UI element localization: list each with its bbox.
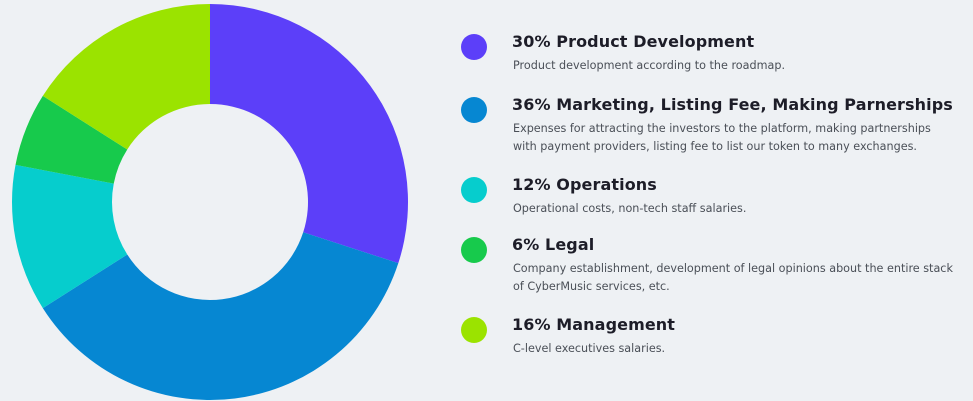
legend-desc-management: C-level executives salaries. [513, 342, 666, 355]
legend-dot-legal [461, 237, 487, 263]
legend-dot-management [461, 317, 487, 343]
legend-desc-product-development: Product development according to the roa… [513, 59, 786, 72]
legend-dot-operations [461, 177, 487, 203]
legend-title-marketing: 36% Marketing, Listing Fee, Making Parne… [512, 95, 953, 114]
legend-dot-product-development [461, 34, 487, 60]
slice-management [42, 4, 210, 150]
legend-desc-marketing: Expenses for attracting the investors to… [513, 122, 931, 153]
legend-title-legal: 6% Legal [512, 235, 595, 254]
slice-operations [12, 164, 128, 309]
legend-dot-marketing [461, 97, 487, 123]
slice-marketing-listing-fee-making-parnerships [42, 232, 399, 401]
donut-chart-svg [12, 4, 408, 401]
legend-title-management: 16% Management [512, 315, 676, 334]
legend-title-product-development: 30% Product Development [512, 32, 755, 51]
slice-legal [15, 95, 128, 184]
legend-desc-legal: Company establishment, development of le… [513, 262, 953, 293]
legend-title-operations: 12% Operations [512, 175, 657, 194]
slice-product-development [210, 4, 408, 264]
donut-chart [0, 0, 440, 401]
legend-desc-operations: Operational costs, non-tech staff salari… [513, 202, 747, 215]
